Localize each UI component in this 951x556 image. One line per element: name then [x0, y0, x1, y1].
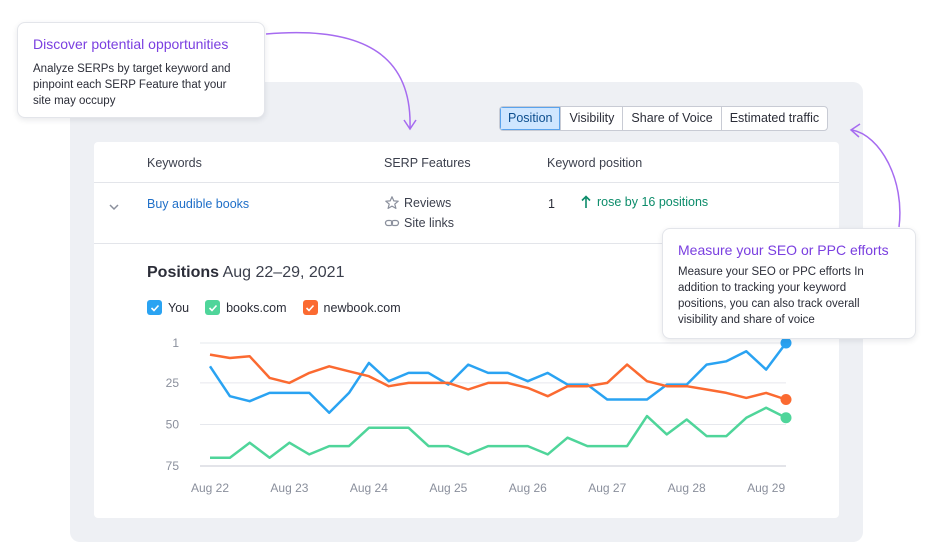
x-tick-label: Aug 25 [429, 481, 467, 495]
chart-date-range: Aug 22–29, 2021 [222, 264, 345, 281]
series-line-books-com [210, 406, 787, 459]
x-tick-label: Aug 28 [668, 481, 706, 495]
series-line-newbook-com [209, 353, 787, 401]
legend-item-newbook-com[interactable]: newbook.com [302, 300, 401, 315]
chevron-down-icon[interactable] [108, 201, 120, 213]
tooltip-body: Measure your SEO or PPC efforts In addit… [678, 266, 864, 326]
tooltip-title: Discover potential opportunities [33, 36, 229, 52]
legend-label: newbook.com [323, 300, 401, 315]
y-tick-label: 50 [166, 417, 180, 431]
link-icon [384, 219, 400, 227]
keyword-position-value: 1 [548, 197, 555, 211]
tooltip-title: Measure your SEO or PPC efforts [678, 242, 889, 258]
legend-label: You [168, 300, 190, 315]
tab-share-of-voice[interactable]: Share of Voice [623, 107, 722, 130]
x-tick-label: Aug 22 [191, 481, 229, 495]
metric-tabs: Position Visibility Share of Voice Estim… [499, 106, 829, 131]
checkbox-checked-icon[interactable] [147, 300, 162, 315]
x-tick-label: Aug 27 [588, 481, 626, 495]
x-tick-label: Aug 29 [747, 481, 785, 495]
series-endpoint-books-com [780, 412, 792, 424]
arrow-up-icon [581, 195, 591, 208]
tab-position[interactable]: Position [500, 107, 562, 130]
legend-item-you[interactable]: You [147, 300, 189, 315]
checkbox-checked-icon[interactable] [302, 300, 318, 315]
serp-feature-label: Site links [404, 216, 455, 230]
legend-item-books-com[interactable]: books.com [205, 300, 287, 315]
serp-feature-label: Reviews [404, 196, 452, 210]
x-tick-label: Aug 24 [350, 481, 388, 495]
series-line-you [208, 342, 788, 415]
positions-chart: 1 25 50 75 Aug 22 Aug 23 Aug 24 Aug 25 Aug 26 Aug… [166, 336, 792, 495]
y-tick-label: 25 [166, 376, 180, 390]
column-header-keywords: Keywords [147, 156, 202, 170]
y-tick-label: 75 [166, 459, 180, 473]
serp-feature-reviews: Reviews [384, 195, 451, 211]
chart-title-label: Positions [147, 264, 220, 281]
series-endpoint-you [780, 337, 792, 349]
tab-visibility[interactable]: Visibility [561, 107, 624, 130]
series-endpoint-newbook-com [780, 394, 792, 406]
legend-label: books.com [226, 300, 287, 315]
serp-feature-site-links: Site links [384, 215, 454, 231]
chart-legend: You books.com newbook.com [147, 300, 401, 315]
tooltip-measure-seo: Measure your SEO or PPC efforts Measure … [662, 228, 916, 339]
keyword-link[interactable]: Buy audible books [147, 197, 250, 211]
tooltip-body: Analyze SERPs by target keyword and pinp… [33, 63, 231, 107]
table-header: Keywords SERP Features Keyword position [94, 142, 839, 183]
position-change: rose by 16 positions [581, 195, 708, 209]
table-row: Buy audible books Reviews Site links 1 [94, 183, 839, 244]
star-icon [385, 196, 399, 209]
chart-title: Positions Aug 22–29, 2021 [147, 264, 344, 282]
x-tick-label: Aug 23 [270, 481, 308, 495]
tab-estimated-traffic[interactable]: Estimated traffic [729, 111, 820, 125]
position-change-text: rose by 16 positions [597, 195, 709, 209]
tooltip-discover-opportunities: Discover potential opportunities Analyze… [17, 22, 265, 118]
y-tick-label: 1 [172, 336, 179, 350]
column-header-serp-features: SERP Features [384, 156, 471, 170]
checkbox-checked-icon[interactable] [205, 300, 221, 315]
x-tick-label: Aug 26 [509, 481, 547, 495]
column-header-keyword-position: Keyword position [547, 156, 643, 170]
